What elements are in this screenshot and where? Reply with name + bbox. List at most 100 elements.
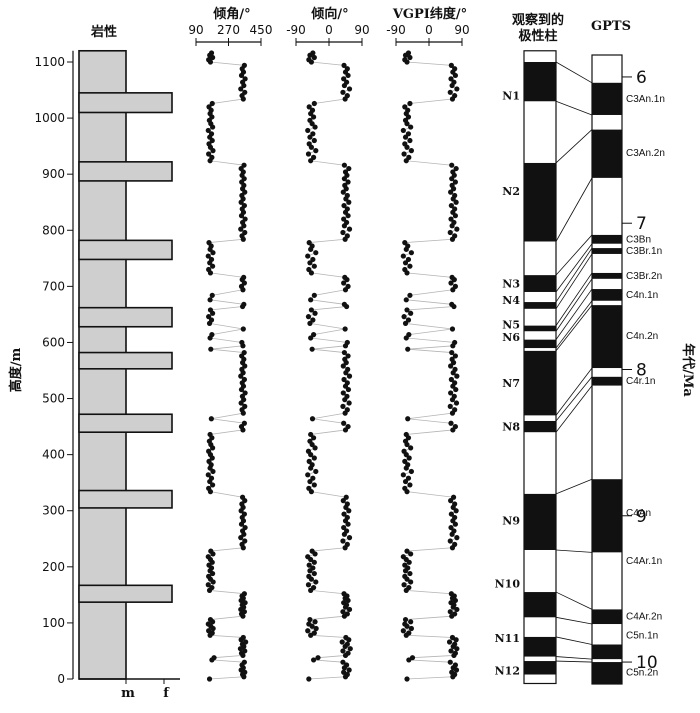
age-tick-label: 6 — [636, 68, 647, 88]
inclination-point — [345, 283, 351, 289]
declination-point — [242, 403, 248, 409]
vgp-point — [406, 455, 412, 461]
lithology-unit — [78, 239, 173, 261]
inclination-point — [342, 274, 348, 280]
correlation-line — [555, 478, 593, 495]
correlation-line — [555, 278, 593, 332]
declination-point — [241, 376, 247, 383]
inclination-point — [306, 485, 312, 491]
age-axis-label: 年代/Ma — [680, 343, 696, 397]
normal-zone — [524, 339, 556, 349]
inclination-point — [340, 189, 346, 195]
declination-point — [238, 165, 244, 172]
inclination-point — [311, 584, 317, 591]
vgp-point — [448, 600, 454, 606]
inclination-point — [345, 650, 351, 656]
declination-point — [208, 131, 215, 137]
vgp-point — [405, 107, 411, 113]
vgp-point — [402, 141, 408, 147]
inclination-point — [346, 400, 352, 406]
inclination-point — [340, 609, 346, 615]
declination-point — [239, 339, 245, 346]
inclination-point — [313, 468, 319, 475]
vgp-point — [406, 630, 412, 636]
vgp-point — [452, 192, 458, 199]
vgp-point — [452, 366, 458, 372]
inclination-point — [340, 498, 346, 504]
vgp-point — [451, 219, 457, 226]
correlation-line — [555, 272, 593, 326]
inclination-point — [311, 100, 317, 107]
vgp-point — [409, 655, 416, 661]
inclination-point — [306, 676, 312, 682]
inclination-point — [344, 393, 350, 399]
normal-chron — [592, 234, 622, 244]
vgp-point — [403, 431, 409, 438]
declination-point — [206, 628, 212, 634]
vgp-point — [446, 639, 453, 645]
vgp-point — [449, 162, 455, 168]
vgp-point — [452, 423, 458, 430]
declination-point — [241, 301, 247, 307]
chron-label: C4r.1n — [626, 376, 655, 387]
vgp-point — [408, 124, 414, 130]
inclination-point — [345, 386, 352, 393]
declination-point — [208, 50, 215, 56]
inclination-point — [305, 554, 311, 560]
vgp-point — [402, 134, 409, 140]
vgp-point — [449, 182, 455, 188]
inclination-point — [305, 151, 312, 157]
vgp-point — [407, 570, 413, 577]
inclination-point — [341, 669, 347, 675]
chron-label: C4Ar.1n — [626, 556, 662, 567]
vgp-point — [452, 514, 458, 521]
vgp-point — [451, 528, 457, 534]
vgp-point — [407, 263, 413, 269]
vgp-point — [405, 462, 411, 468]
vgp-point — [452, 650, 458, 656]
vgp-point — [448, 648, 454, 654]
lithology-unit — [78, 92, 173, 114]
declination-point — [207, 307, 214, 313]
inclination-point — [313, 250, 319, 256]
inclination-point — [311, 657, 317, 663]
correlation-line — [555, 549, 593, 553]
vgp-point — [402, 621, 408, 627]
height-tick-label: 100 — [42, 616, 65, 630]
inclination-point — [340, 390, 346, 396]
vgp-point — [448, 390, 454, 396]
normal-zone — [524, 636, 556, 657]
vgp-point — [405, 243, 411, 249]
header-inclination: 倾向/° — [310, 6, 348, 22]
declination-point — [205, 253, 211, 259]
correlation-line — [555, 243, 593, 293]
inclination-point — [311, 54, 317, 61]
normal-chron — [592, 376, 622, 386]
lithology-unit — [78, 161, 173, 182]
vgp-point — [454, 373, 460, 379]
inclination-point — [307, 478, 313, 485]
declination-point — [206, 104, 212, 110]
inclination-point — [340, 89, 346, 95]
declination-point — [242, 648, 248, 654]
inclination-point — [305, 628, 311, 634]
zone-label: N5 — [502, 319, 520, 332]
normal-zone — [524, 275, 556, 292]
declination-trace — [207, 52, 247, 680]
inclination-point — [346, 606, 353, 613]
inclination-point — [340, 403, 346, 409]
vgp-point — [448, 189, 454, 195]
chron-label: C3Bn — [626, 234, 651, 245]
vgp-point — [449, 326, 456, 332]
vgp-point — [401, 448, 407, 454]
header-declination: 倾角/° — [212, 6, 250, 22]
declination-point — [238, 535, 244, 541]
normal-zone — [524, 493, 556, 550]
age-tick-label: 9 — [636, 507, 647, 527]
inclination-point — [310, 317, 316, 323]
declination-point — [210, 482, 216, 488]
normal-chron — [592, 305, 622, 369]
chron-label: C4An — [626, 508, 651, 519]
